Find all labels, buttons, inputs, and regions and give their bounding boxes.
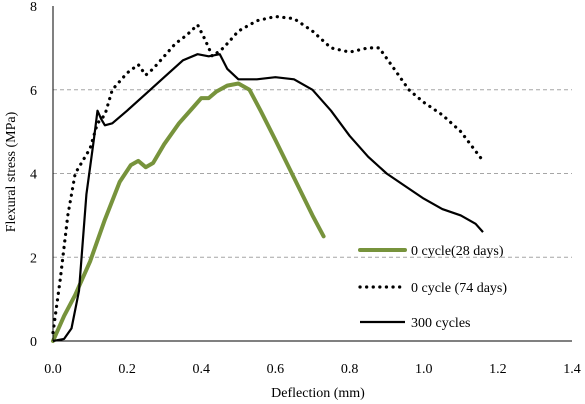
gridlines: [53, 89, 572, 258]
x-tick-labels: 0.0 0.2 0.4 0.6 0.8 1.0 1.2 1.4: [44, 362, 581, 377]
x-tick-label: 0.0: [44, 362, 62, 377]
axes: [52, 6, 572, 342]
x-tick-label: 1.4: [563, 362, 581, 377]
legend-label-1: 0 cycle(28 days): [411, 244, 504, 259]
series-line-1: [51, 81, 326, 343]
y-tick-label: 0: [30, 335, 37, 350]
series-layer: [51, 14, 485, 343]
x-tick-label: 1.2: [489, 362, 507, 377]
y-tick-label: 8: [30, 0, 37, 15]
y-axis-title: Flexural stress (MPa): [4, 111, 19, 232]
x-tick-label: 0.4: [193, 362, 211, 377]
x-tick-label: 0.6: [267, 362, 285, 377]
legend: 0 cycle(28 days) 0 cycle (74 days) 300 cyc…: [358, 244, 507, 331]
legend-label-3: 300 cycles: [411, 316, 470, 331]
y-tick-labels: 0 2 4 6 8: [30, 0, 37, 350]
x-tick-label: 1.0: [415, 362, 433, 377]
y-tick-label: 6: [30, 84, 37, 99]
y-tick-label: 2: [30, 251, 37, 266]
legend-label-2: 0 cycle (74 days): [411, 281, 507, 296]
y-tick-label: 4: [30, 168, 37, 183]
x-tick-label: 0.8: [341, 362, 359, 377]
series-line-3: [52, 53, 484, 343]
x-axis-title: Deflection (mm): [271, 386, 365, 401]
x-tick-label: 0.2: [118, 362, 136, 377]
